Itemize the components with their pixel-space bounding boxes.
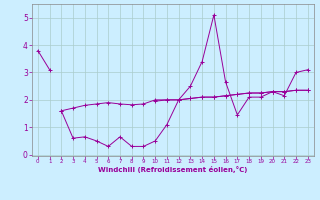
X-axis label: Windchill (Refroidissement éolien,°C): Windchill (Refroidissement éolien,°C) xyxy=(98,166,247,173)
